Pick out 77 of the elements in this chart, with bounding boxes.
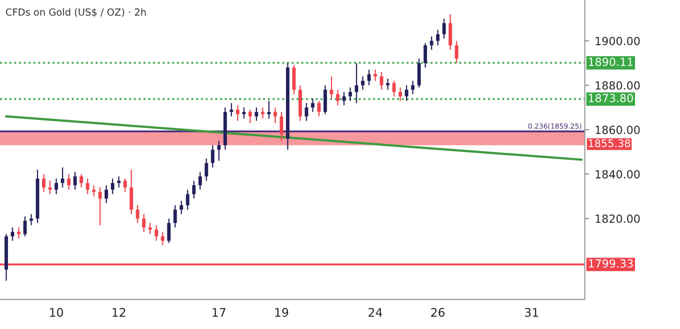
candlestick [186,189,190,210]
candlestick [236,104,240,122]
candlestick [123,178,127,192]
candlestick [30,214,33,226]
candlestick [167,218,171,244]
candlestick [54,178,58,195]
candlestick [86,178,90,195]
candlestick [217,140,221,162]
candlestick [254,106,258,122]
candlestick [142,214,146,232]
y-tick-label: 1840.00 [596,170,640,179]
candlestick [17,226,20,240]
candlestick [404,84,408,102]
candlestick [448,14,452,50]
candlestick [442,18,446,40]
x-tick-label: 12 [112,308,126,317]
candlestick [136,204,140,224]
candlestick [311,98,314,112]
candlestick [280,111,284,142]
candlestick [436,29,440,46]
candlestick [260,106,264,120]
candlestick [386,78,390,90]
candlestick [210,144,214,168]
y-tick-label: 1900.00 [596,36,640,46]
candlestick [110,178,114,195]
candlestick [417,58,421,88]
candlestick [267,100,271,120]
ref-line-label: 1873.80 [588,94,633,102]
candlestick [242,106,246,120]
candlestick [348,86,352,102]
candlestick [411,80,415,95]
candlestick [361,76,364,90]
candlestick [42,174,46,192]
y-tick-label: 1880.00 [596,81,640,90]
candlestick [92,184,96,197]
candlestick [73,171,77,190]
candlestick [198,171,202,190]
band-label: 1855.38 [588,139,630,148]
candlestick [160,231,164,246]
candlestick [454,40,458,64]
candlestick [173,204,177,228]
candlestick [424,42,428,68]
candlestick [336,89,340,106]
candlestick [130,169,134,215]
x-tick-label: 24 [368,308,382,317]
candlestick [48,180,52,195]
y-tick-label: 1860.00 [596,126,640,134]
candlestick [180,200,184,215]
candlestick [374,69,377,82]
x-tick-label: 19 [275,308,288,317]
candlestick [154,224,158,242]
candlestick [292,64,296,95]
candlestick [273,106,277,124]
candlestick [204,158,208,182]
candlestick [398,86,402,102]
candlestick [367,69,371,86]
candlestick [324,84,327,115]
candlestick [80,174,84,188]
x-tick-label: 17 [212,308,226,317]
x-tick-label: 10 [50,308,64,317]
candlestick [67,174,71,190]
ref-line-label: 1799.33 [588,259,633,268]
ref-line-label: 1890.11 [588,58,633,66]
candlestick [117,176,121,188]
candlestick [148,222,152,235]
candlestick [192,180,196,200]
text: CFDs on Gold (US$ / OZ) · 2h [6,8,146,18]
y-tick-label: 1820.00 [596,214,640,223]
candlestick [430,36,434,50]
candlestick [248,109,252,124]
x-tick-label: 26 [431,308,445,317]
candlestick [392,80,396,97]
candlestick [104,184,108,204]
candlestick [230,102,234,117]
x-tick-label: 31 [525,308,538,317]
candlestick [98,186,102,226]
candlestick [60,166,64,188]
